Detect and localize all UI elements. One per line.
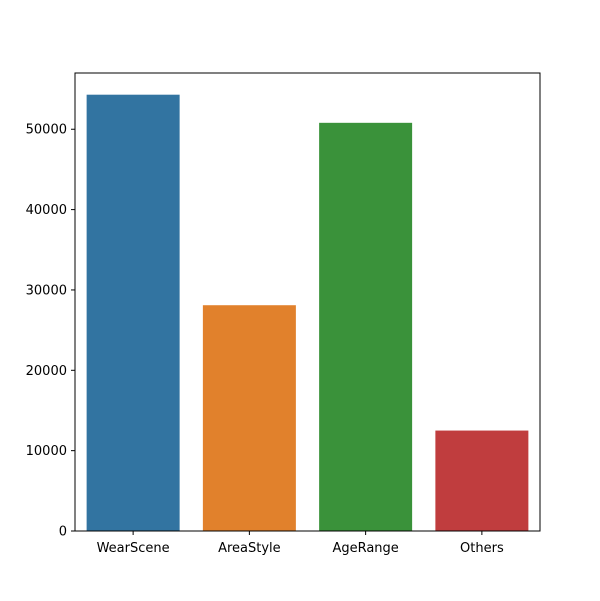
bars-layer bbox=[86, 94, 529, 532]
y-tick-label: 20000 bbox=[26, 364, 67, 379]
y-axis: 0 10000 20000 30000 40000 50000 bbox=[26, 123, 75, 540]
bar-others bbox=[435, 430, 529, 531]
x-tick-label: AgeRange bbox=[332, 541, 398, 556]
y-tick-label: 40000 bbox=[26, 203, 67, 218]
bar-areastyle bbox=[202, 305, 296, 531]
plot-frame bbox=[74, 72, 541, 532]
y-tick-label: 10000 bbox=[26, 444, 67, 459]
y-tick-label: 30000 bbox=[26, 283, 67, 298]
x-tick-label: Others bbox=[460, 541, 504, 556]
bar-wearscene bbox=[86, 94, 180, 532]
x-tick-label: WearScene bbox=[97, 541, 170, 556]
y-tick-label: 50000 bbox=[26, 123, 67, 138]
y-tick-label: 0 bbox=[59, 525, 67, 540]
x-axis: WearScene AreaStyle AgeRange Others bbox=[97, 531, 504, 556]
x-tick-label: AreaStyle bbox=[218, 541, 281, 556]
bar-agerange bbox=[319, 122, 413, 532]
